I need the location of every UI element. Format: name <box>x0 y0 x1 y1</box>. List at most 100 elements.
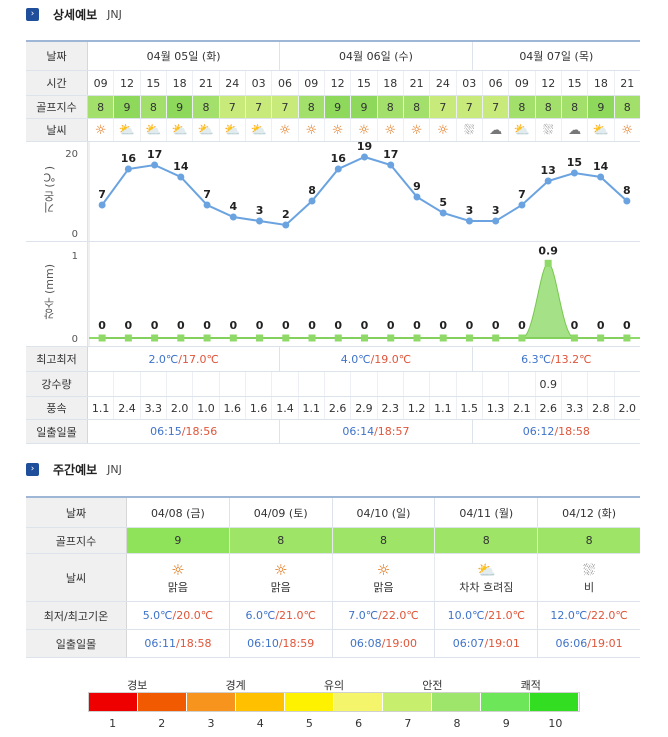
weekly-sun-cell: 06:08/19:00 <box>333 630 436 657</box>
precipitation-data-label: 0 <box>229 319 237 332</box>
wind-speed-cell: 3.3 <box>141 397 167 419</box>
time-cell: 12 <box>114 71 141 95</box>
weather-description: 비 <box>584 580 595 594</box>
time-cell: 03 <box>246 71 273 95</box>
sun-icon: ☼ <box>305 122 318 138</box>
day-sun: 06:14/18:57 <box>280 420 473 443</box>
temperature-point <box>597 173 605 181</box>
rain-amount-cell <box>430 372 457 396</box>
temperature-data-label: 8 <box>308 184 316 197</box>
weekly-golf-cell: 9 <box>127 528 230 553</box>
y-tick-label: 20 <box>65 149 78 160</box>
temperature-data-label: 14 <box>173 160 189 173</box>
weekly-minmax-row: 최저/최고기온 5.0℃/20.0℃ 6.0℃/21.0℃ 7.0℃/22.0℃ 10… <box>26 602 640 630</box>
temperature-data-label: 17 <box>383 148 398 161</box>
golf-index-cell: 7 <box>456 96 483 118</box>
weather-description: 맑음 <box>167 580 189 594</box>
temperature-point <box>282 221 290 229</box>
rain-amount-cell <box>141 372 167 396</box>
temperature-point <box>623 197 631 205</box>
sunrise: 06:08 <box>349 637 382 650</box>
max-temp: /21.0℃ <box>275 609 316 622</box>
precipitation-data-label: 0 <box>334 319 342 332</box>
minmax-label: 최고최저 <box>26 347 88 371</box>
sun-icon: ☼ <box>358 122 370 138</box>
partly-cloudy-icon: ⛅ <box>171 122 188 138</box>
weekly-golf-label: 골프지수 <box>26 528 127 553</box>
weekly-weather-label: 날씨 <box>26 554 127 601</box>
weekly-minmax-cell: 10.0℃/21.0℃ <box>435 602 539 629</box>
time-cell: 21 <box>404 71 431 95</box>
minmax-row: 최고최저 2.0℃/17.0℃ 4.0℃/19.0℃ 6.3℃/13.2℃ <box>26 347 640 372</box>
min-temp: 10.0℃ <box>447 609 485 622</box>
temperature-point <box>308 197 316 205</box>
precipitation-point <box>361 334 368 342</box>
precipitation-data-label: 0 <box>439 319 447 332</box>
precipitation-point <box>98 334 106 342</box>
precipitation-data-label: 0 <box>177 319 185 332</box>
precipitation-point <box>597 334 605 342</box>
temperature-data-label: 19 <box>357 142 372 153</box>
precipitation-data-label: 0 <box>597 319 605 332</box>
partly-cloudy-icon: ⛅ <box>197 122 215 138</box>
precipitation-point <box>544 259 552 267</box>
weather-description: 맑음 <box>373 580 394 594</box>
weather-cell: ⛅ <box>588 119 615 141</box>
weekly-sun-row: 일출일몰 06:11/18:58 06:10/18:59 06:08/19:00 06… <box>26 630 640 658</box>
temperature-point <box>124 165 132 173</box>
wind-speed-cell: 1.1 <box>430 397 457 419</box>
weekly-sun-cell: 06:11/18:58 <box>127 630 230 657</box>
legend-number: 5 <box>305 717 313 730</box>
rain-amount-label: 강수량 <box>26 372 88 396</box>
temperature-point <box>465 217 473 225</box>
day-sun: 06:12/18:58 <box>473 420 640 443</box>
weather-cell: ⛅ <box>141 119 167 141</box>
temperature-data-label: 14 <box>593 160 609 173</box>
rain-amount-cell <box>325 372 352 396</box>
max-temp: /21.0℃ <box>484 609 525 622</box>
temperature-data-label: 9 <box>413 180 421 193</box>
time-cell: 09 <box>88 71 115 95</box>
weather-cell: ☼ <box>430 119 457 141</box>
weather-cell: ⛅ <box>114 119 141 141</box>
weekly-sun-cell: 06:07/19:01 <box>435 630 539 657</box>
temperature-data-label: 13 <box>541 164 556 177</box>
precipitation-point <box>151 334 159 342</box>
temperature-data-label: 5 <box>439 196 447 209</box>
rain-cloud-icon: ⛆ <box>583 560 596 579</box>
precipitation-data-label: 0 <box>151 319 159 332</box>
weather-label: 날씨 <box>26 119 88 141</box>
precipitation-data-label: 0 <box>387 319 395 332</box>
legend-level-name: 경계 <box>225 679 246 692</box>
temperature-point <box>439 209 447 217</box>
weekly-minmax-cell: 5.0℃/20.0℃ <box>127 602 230 629</box>
weekly-golf-cell: 8 <box>229 528 333 553</box>
golf-index-cell: 8 <box>377 96 404 118</box>
temperature-data-label: 16 <box>121 152 137 165</box>
wind-speed-cell: 2.9 <box>351 397 378 419</box>
max-temp: /19.0℃ <box>370 352 412 366</box>
wind-speed-cell: 2.8 <box>588 397 615 419</box>
partly-cloudy-icon: ⛅ <box>145 122 162 138</box>
weekly-golf-cell: 8 <box>538 528 640 553</box>
temperature-data-label: 3 <box>466 204 474 217</box>
wind-speed-cell: 1.6 <box>246 397 273 419</box>
precipitation-point <box>439 334 447 342</box>
rain-amount-cell <box>588 372 615 396</box>
min-temp: 5.0℃ <box>142 609 173 622</box>
golf-index-cell: 7 <box>482 96 510 118</box>
time-cell: 03 <box>457 71 483 95</box>
precipitation-data-label: 0 <box>571 319 579 332</box>
partly-cloudy-icon: ⛅ <box>224 122 241 138</box>
weather-cell: ☼ <box>299 119 325 141</box>
rain-amount-cell <box>351 372 378 396</box>
temperature-chart: 기온 (℃) 20 0 7 16 17 14 7 4 3 2 8 16 19 17 9 5 3 3 7 13 15 14 8 <box>26 142 640 242</box>
temperature-point <box>229 213 237 221</box>
temperature-data-label: 3 <box>256 204 264 217</box>
wind-speed-cell: 1.1 <box>88 397 115 419</box>
weather-cell: ⛆ <box>536 119 562 141</box>
legend-number: 1 <box>109 717 117 730</box>
temperature-point <box>544 177 552 185</box>
sunrise: 06:11 <box>144 637 177 650</box>
weekly-weather-cell: ☼ 맑음 <box>127 554 230 601</box>
